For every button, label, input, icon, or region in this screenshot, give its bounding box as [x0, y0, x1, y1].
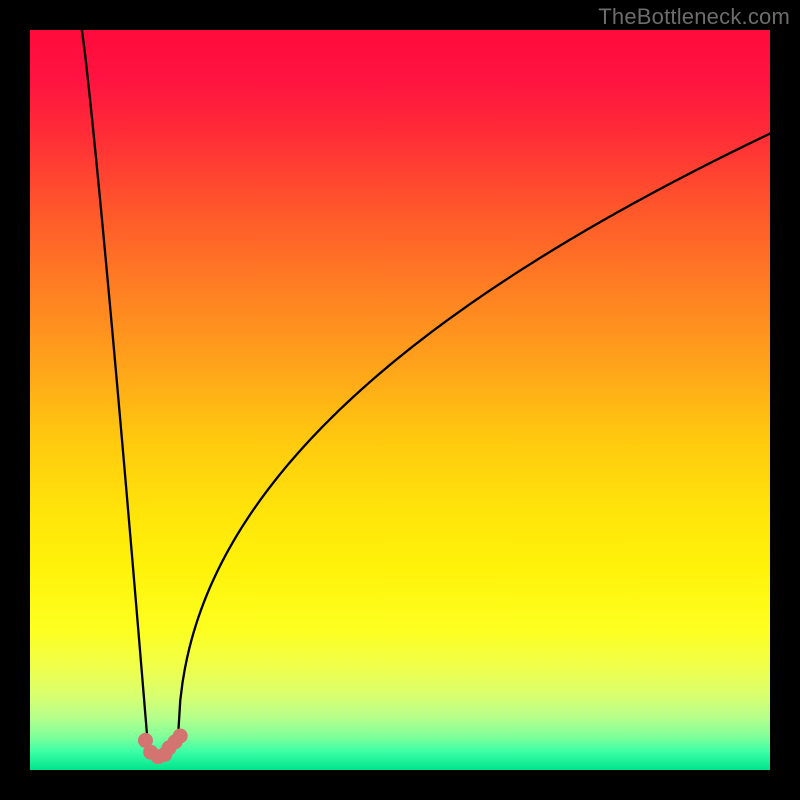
- valley-marker: [173, 728, 188, 743]
- bottleneck-chart: [0, 0, 800, 800]
- watermark-text: TheBottleneck.com: [598, 4, 790, 30]
- chart-stage: TheBottleneck.com: [0, 0, 800, 800]
